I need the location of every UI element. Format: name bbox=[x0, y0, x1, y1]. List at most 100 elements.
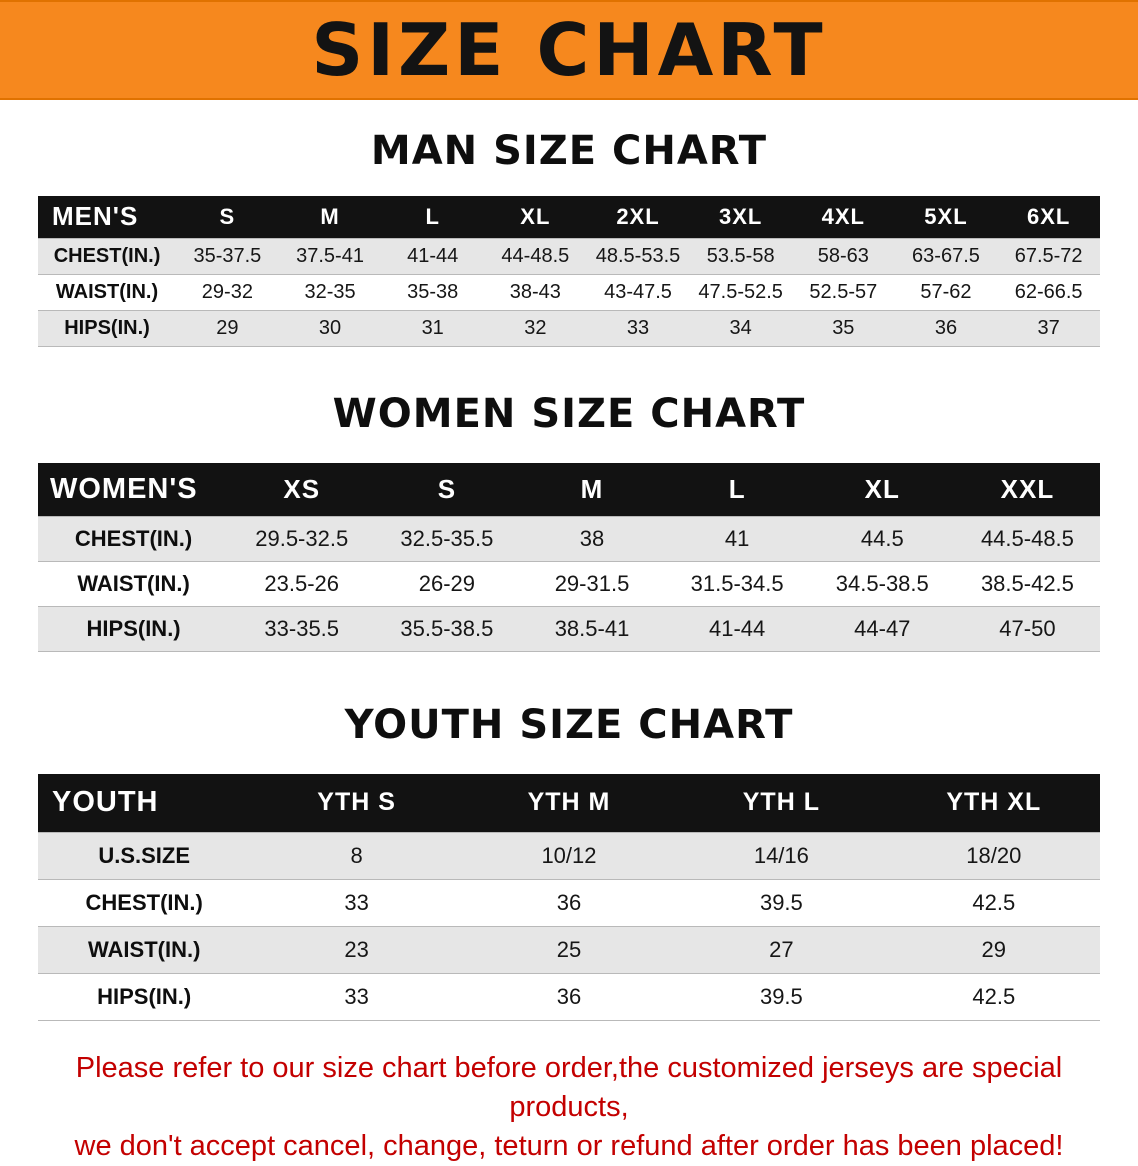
table-row: U.S.SIZE 8 10/12 14/16 18/20 bbox=[38, 832, 1100, 879]
header-row: WOMEN'S XS S M L XL XXL bbox=[38, 462, 1100, 517]
size-value: 29.5-32.5 bbox=[255, 526, 349, 551]
size-column-header: L bbox=[381, 196, 485, 238]
size-value: 35-37.5 bbox=[193, 244, 262, 267]
size-value: 30 bbox=[318, 316, 342, 339]
size-value: 36 bbox=[556, 889, 582, 915]
men-section-heading: MAN SIZE CHART bbox=[370, 128, 768, 174]
youth-size-section: YOUTH SIZE CHART YOUTH YTH S YTH M YTH L YTH… bbox=[0, 702, 1138, 1021]
size-column-header: 3XL bbox=[689, 196, 792, 238]
size-value: 41-44 bbox=[407, 244, 459, 267]
size-value: 8 bbox=[350, 842, 363, 868]
size-value: 62-66.5 bbox=[1014, 280, 1083, 303]
size-value: 38.5-41 bbox=[554, 616, 630, 641]
row-label: WAIST(IN.) bbox=[87, 936, 201, 962]
size-value: 47.5-52.5 bbox=[698, 280, 783, 303]
size-column-header: XL bbox=[484, 196, 587, 238]
size-value: 23.5-26 bbox=[264, 571, 340, 596]
size-value: 32 bbox=[524, 316, 547, 339]
size-value: 44-47 bbox=[854, 616, 911, 641]
women-section-heading: WOMEN SIZE CHART bbox=[332, 390, 806, 437]
size-value: 36 bbox=[934, 316, 958, 339]
size-value: 33 bbox=[626, 316, 650, 339]
size-column-header: YTH XL bbox=[887, 774, 1100, 832]
table-title-cell: YOUTH bbox=[38, 774, 251, 832]
youth-size-table: YOUTH YTH S YTH M YTH L YTH XL U.S.SIZE 8 10/12… bbox=[38, 774, 1100, 1021]
size-column-header: XS bbox=[229, 462, 375, 517]
size-value: 33 bbox=[344, 889, 369, 915]
size-value: 32.5-35.5 bbox=[400, 526, 494, 551]
size-value: 25 bbox=[556, 936, 582, 962]
size-column-header: 4XL bbox=[791, 196, 895, 238]
header-row: MEN'S S M L XL 2XL 3XL 4XL 5XL 6XL bbox=[38, 196, 1100, 238]
youth-section-heading: YOUTH SIZE CHART bbox=[344, 702, 794, 748]
size-value: 48.5-53.5 bbox=[595, 244, 681, 267]
size-column-header: M bbox=[519, 462, 665, 517]
table-row: CHEST(IN.) 33 36 39.5 42.5 bbox=[38, 879, 1100, 926]
size-value: 58-63 bbox=[817, 244, 869, 267]
size-column-header: 6XL bbox=[997, 196, 1100, 238]
size-column-header: L bbox=[664, 462, 810, 517]
table-row: WAIST(IN.) 23.5-26 26-29 29-31.5 31.5-34.5 34… bbox=[38, 561, 1100, 607]
men-size-table: MEN'S S M L XL 2XL 3XL 4XL 5XL 6XL CHEST(IN.) 35-37… bbox=[38, 196, 1100, 347]
row-label: U.S.SIZE bbox=[98, 842, 191, 868]
size-value: 38 bbox=[579, 526, 605, 551]
size-value: 37 bbox=[1037, 316, 1060, 339]
size-column-header: S bbox=[176, 196, 279, 238]
size-value: 38-43 bbox=[509, 280, 561, 303]
row-label: HIPS(IN.) bbox=[64, 316, 150, 339]
disclaimer-line-1: Please refer to our size chart before or… bbox=[75, 1051, 1063, 1123]
disclaimer: Please refer to our size chart before or… bbox=[18, 1049, 1120, 1166]
size-column-header: 5XL bbox=[894, 196, 998, 238]
size-value: 43-47.5 bbox=[604, 280, 672, 303]
size-value: 32-35 bbox=[304, 280, 356, 303]
row-label: HIPS(IN.) bbox=[97, 983, 192, 1009]
header-row: YOUTH YTH S YTH M YTH L YTH XL bbox=[38, 774, 1100, 832]
size-column-header: YTH L bbox=[675, 774, 888, 832]
size-value: 26-29 bbox=[418, 571, 475, 596]
size-value: 29 bbox=[981, 936, 1007, 962]
table-title-cell: MEN'S bbox=[38, 196, 177, 238]
size-value: 44-48.5 bbox=[501, 244, 570, 267]
size-value: 41-44 bbox=[709, 616, 766, 641]
size-value: 47-50 bbox=[999, 616, 1056, 641]
charts-area: MAN SIZE CHART MEN'S S M L XL 2XL 3XL 4XL 5XL 6XL… bbox=[0, 128, 1138, 1021]
size-column-header: XXL bbox=[954, 462, 1100, 517]
size-value: 36 bbox=[556, 983, 582, 1009]
women-size-table: WOMEN'S XS S M L XL XXL CHEST(IN.) 29.5-32.5 32.5… bbox=[38, 462, 1100, 653]
size-column-header: YTH S bbox=[250, 774, 463, 832]
size-column-header: XL bbox=[809, 462, 955, 517]
table-row: WAIST(IN.) 29-32 32-35 35-38 38-43 43-47.5 47.… bbox=[38, 274, 1100, 310]
size-value: 34 bbox=[729, 316, 752, 339]
title-banner: SIZE CHART bbox=[0, 0, 1138, 100]
table-title-cell: WOMEN'S bbox=[38, 462, 230, 517]
row-label: WAIST(IN.) bbox=[77, 571, 190, 596]
size-value: 29 bbox=[216, 316, 239, 339]
size-value: 33-35.5 bbox=[264, 616, 340, 641]
size-value: 52.5-57 bbox=[809, 280, 878, 303]
row-label: CHEST(IN.) bbox=[53, 244, 161, 267]
size-column-header: S bbox=[374, 462, 520, 517]
size-value: 10/12 bbox=[541, 842, 597, 868]
size-value: 63-67.5 bbox=[912, 244, 980, 267]
row-label: CHEST(IN.) bbox=[74, 526, 193, 551]
disclaimer-line-2: we don't accept cancel, change, teturn o… bbox=[74, 1129, 1064, 1162]
size-value: 41 bbox=[724, 526, 750, 551]
size-value: 31 bbox=[421, 316, 444, 339]
size-value: 67.5-72 bbox=[1014, 244, 1083, 267]
row-label: HIPS(IN.) bbox=[86, 616, 181, 641]
size-value: 23 bbox=[344, 936, 369, 962]
table-row: CHEST(IN.) 29.5-32.5 32.5-35.5 38 41 44.5 44.5… bbox=[38, 516, 1100, 562]
page-title: SIZE CHART bbox=[311, 8, 827, 92]
table-row: HIPS(IN.) 33 36 39.5 42.5 bbox=[38, 973, 1100, 1020]
size-value: 14/16 bbox=[753, 842, 809, 868]
size-column-header: 2XL bbox=[586, 196, 690, 238]
size-value: 35-38 bbox=[407, 280, 459, 303]
size-value: 53.5-58 bbox=[706, 244, 775, 267]
row-label: CHEST(IN.) bbox=[85, 889, 203, 915]
size-value: 35 bbox=[832, 316, 855, 339]
size-value: 57-62 bbox=[920, 280, 972, 303]
table-row: HIPS(IN.) 29 30 31 32 33 34 35 36 37 bbox=[38, 310, 1100, 346]
size-value: 44.5 bbox=[860, 526, 904, 551]
size-column-header: M bbox=[278, 196, 382, 238]
